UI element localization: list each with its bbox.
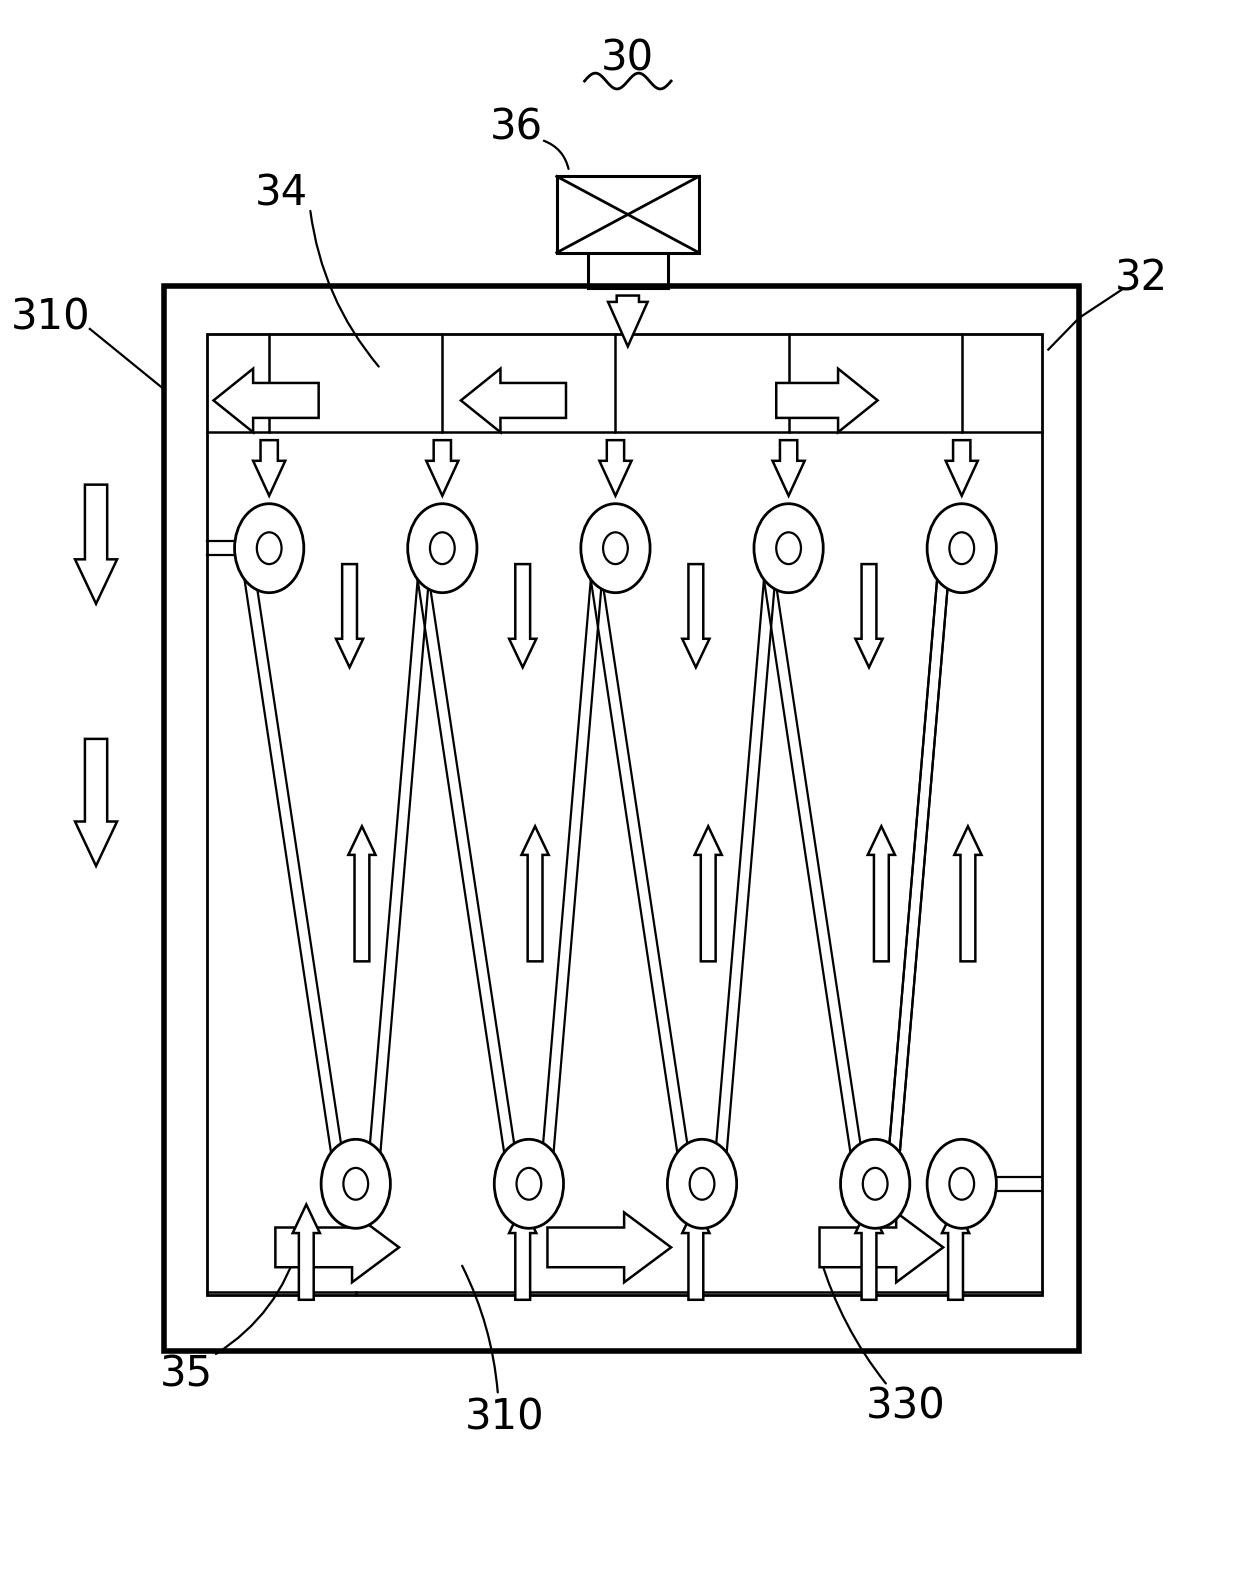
Text: 34: 34 bbox=[255, 173, 308, 215]
Polygon shape bbox=[510, 564, 537, 667]
Text: 330: 330 bbox=[867, 1386, 946, 1427]
Bar bbox=[557, 176, 699, 253]
Circle shape bbox=[863, 1168, 888, 1200]
Circle shape bbox=[580, 504, 650, 593]
Circle shape bbox=[495, 1139, 563, 1228]
Circle shape bbox=[950, 1168, 975, 1200]
Polygon shape bbox=[955, 826, 982, 961]
Circle shape bbox=[257, 532, 281, 564]
Circle shape bbox=[928, 504, 997, 593]
Polygon shape bbox=[275, 1212, 399, 1282]
Polygon shape bbox=[776, 369, 878, 432]
Circle shape bbox=[950, 532, 975, 564]
Circle shape bbox=[321, 1139, 391, 1228]
Text: 310: 310 bbox=[464, 1397, 544, 1438]
Text: 36: 36 bbox=[490, 106, 543, 148]
Circle shape bbox=[430, 532, 455, 564]
Circle shape bbox=[408, 504, 477, 593]
Polygon shape bbox=[547, 1212, 671, 1282]
Polygon shape bbox=[773, 440, 805, 496]
Polygon shape bbox=[682, 1204, 709, 1300]
Circle shape bbox=[603, 532, 627, 564]
Polygon shape bbox=[682, 564, 709, 667]
Circle shape bbox=[928, 1139, 997, 1228]
Polygon shape bbox=[522, 826, 548, 961]
Circle shape bbox=[234, 504, 304, 593]
Polygon shape bbox=[946, 440, 978, 496]
Polygon shape bbox=[942, 1204, 970, 1300]
Polygon shape bbox=[868, 826, 895, 961]
Polygon shape bbox=[348, 826, 376, 961]
Polygon shape bbox=[820, 1212, 944, 1282]
Text: 35: 35 bbox=[160, 1354, 213, 1395]
Circle shape bbox=[754, 504, 823, 593]
Text: 30: 30 bbox=[601, 38, 655, 79]
Polygon shape bbox=[213, 369, 319, 432]
Polygon shape bbox=[599, 440, 631, 496]
Polygon shape bbox=[293, 1204, 320, 1300]
Polygon shape bbox=[856, 1204, 883, 1300]
Circle shape bbox=[343, 1168, 368, 1200]
Circle shape bbox=[689, 1168, 714, 1200]
Polygon shape bbox=[461, 369, 565, 432]
Polygon shape bbox=[608, 296, 647, 346]
Bar bbox=[207, 334, 1042, 1295]
Circle shape bbox=[517, 1168, 542, 1200]
Bar bbox=[164, 286, 1079, 1351]
Circle shape bbox=[776, 532, 801, 564]
Polygon shape bbox=[510, 1204, 537, 1300]
Polygon shape bbox=[76, 485, 117, 604]
Circle shape bbox=[841, 1139, 910, 1228]
Text: 310: 310 bbox=[10, 297, 91, 338]
Polygon shape bbox=[76, 739, 117, 866]
Text: 32: 32 bbox=[1115, 257, 1168, 299]
Polygon shape bbox=[336, 564, 363, 667]
Circle shape bbox=[667, 1139, 737, 1228]
Polygon shape bbox=[427, 440, 459, 496]
Polygon shape bbox=[694, 826, 722, 961]
Polygon shape bbox=[856, 564, 883, 667]
Polygon shape bbox=[253, 440, 285, 496]
